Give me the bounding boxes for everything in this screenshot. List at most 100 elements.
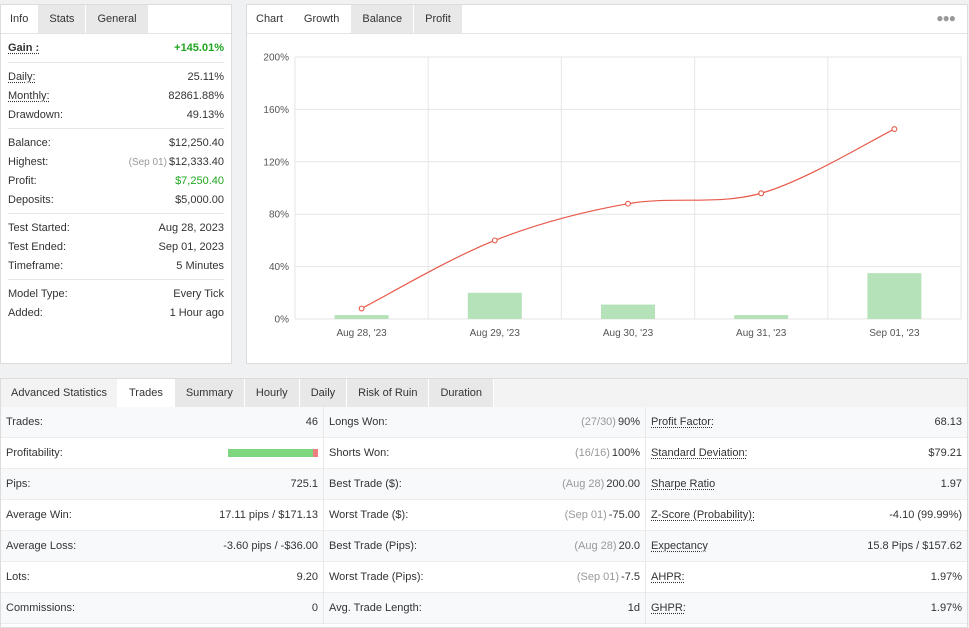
- average-loss-value: -3.60 pips / -$36.00: [223, 540, 318, 552]
- deposits-value: $5,000.00: [175, 193, 224, 206]
- growth-chart: 0% 40% 80% 120% 160% 200% Aug 28, '23 Aug 29, '…: [263, 53, 962, 339]
- drawdown-label: Drawdown:: [8, 108, 64, 121]
- daily-label[interactable]: Daily:: [8, 70, 36, 83]
- longs-won-label: Longs Won:: [329, 416, 388, 428]
- average-loss-label: Average Loss:: [6, 540, 77, 552]
- y-tick-label: 80%: [269, 210, 289, 221]
- growth-line: [361, 128, 895, 310]
- pips-row: Pips: 725.1: [1, 469, 323, 500]
- profitability-row: Profitability:: [1, 438, 323, 469]
- balance-label: Balance:: [8, 136, 51, 149]
- highest-row: Highest: (Sep 01) $12,333.40: [8, 152, 224, 171]
- x-tick-label: Sep 01, '23: [869, 328, 920, 339]
- profit-value: $7,250.40: [175, 174, 224, 187]
- advanced-statistics-panel: Advanced Statistics Trades Summary Hourl…: [0, 378, 968, 628]
- timeframe-row: Timeframe: 5 Minutes: [8, 256, 224, 275]
- more-horizontal-icon[interactable]: ●●●: [936, 11, 956, 25]
- shorts-won-value: 100%: [611, 447, 640, 459]
- expectancy-row: Expectancy 15.8 Pips / $157.62: [646, 531, 967, 562]
- deposits-row: Deposits: $5,000.00: [8, 190, 224, 209]
- standard-deviation-label[interactable]: Standard Deviation:: [651, 447, 748, 459]
- shorts-won-detail: (16/16): [575, 447, 610, 459]
- y-tick-label: 40%: [269, 262, 289, 273]
- tab-risk-of-ruin[interactable]: Risk of Ruin: [347, 379, 430, 407]
- highest-date: (Sep 01): [128, 156, 167, 168]
- y-tick-label: 120%: [263, 157, 289, 168]
- added-row: Added: 1 Hour ago: [8, 303, 224, 322]
- added-value: 1 Hour ago: [169, 306, 224, 319]
- lots-label: Lots:: [6, 571, 30, 583]
- ghpr-label[interactable]: GHPR:: [651, 602, 686, 614]
- x-tick-label: Aug 31, '23: [736, 328, 787, 339]
- sharpe-ratio-row: Sharpe Ratio 1.97: [646, 469, 967, 500]
- tab-trades[interactable]: Trades: [118, 379, 175, 407]
- data-point: [758, 190, 765, 197]
- bar: [467, 292, 522, 319]
- profitability-lost-fill: [312, 449, 318, 457]
- z-score-value: -4.10 (99.99%): [889, 509, 962, 521]
- tab-balance[interactable]: Balance: [351, 5, 415, 33]
- lots-value: 9.20: [296, 571, 318, 583]
- profit-factor-label[interactable]: Profit Factor:: [651, 416, 714, 428]
- tab-duration[interactable]: Duration: [429, 379, 495, 407]
- worst-trade-pips-value: -7.5: [621, 571, 640, 583]
- x-tick-label: Aug 28, '23: [336, 328, 387, 339]
- profitability-label: Profitability:: [6, 447, 63, 459]
- test-ended-label: Test Ended:: [8, 240, 67, 253]
- stats-column-2: Longs Won: (27/30) 90% Shorts Won: (16/16…: [323, 407, 645, 624]
- drawdown-value: 49.13%: [186, 108, 224, 121]
- tab-daily[interactable]: Daily: [299, 379, 348, 407]
- daily-value: 25.11%: [187, 70, 225, 83]
- worst-trade-usd-label: Worst Trade ($):: [329, 509, 409, 521]
- test-ended-value: Sep 01, 2023: [158, 240, 224, 253]
- tab-hourly[interactable]: Hourly: [244, 379, 300, 407]
- info-panel: Info Stats General Gain : +145.01% Daily…: [0, 4, 232, 364]
- balance-row: Balance: $12,250.40: [8, 133, 224, 152]
- highest-value: $12,333.40: [168, 155, 224, 168]
- tab-profit[interactable]: Profit: [414, 5, 463, 33]
- tab-advanced-statistics: Advanced Statistics: [1, 379, 118, 407]
- best-trade-pips-label: Best Trade (Pips):: [329, 540, 418, 552]
- monthly-label[interactable]: Monthly:: [8, 89, 50, 102]
- data-point: [358, 305, 365, 312]
- tab-info[interactable]: Info: [1, 5, 39, 33]
- pips-value: 725.1: [290, 478, 318, 490]
- test-started-row: Test Started: Aug 28, 2023: [8, 218, 224, 237]
- standard-deviation-value: $79.21: [928, 447, 962, 459]
- tab-chart[interactable]: Chart: [247, 5, 293, 33]
- avg-trade-length-label: Avg. Trade Length:: [329, 602, 422, 614]
- best-trade-usd-value-wrap: (Aug 28) 200.00: [562, 478, 640, 490]
- sharpe-ratio-label[interactable]: Sharpe Ratio: [651, 478, 716, 490]
- gain-value: +145.01%: [174, 42, 224, 54]
- highest-value-wrap: (Sep 01) $12,333.40: [129, 156, 224, 168]
- ahpr-label[interactable]: AHPR:: [651, 571, 685, 583]
- tab-general[interactable]: General: [86, 5, 149, 33]
- ahpr-value: 1.97%: [930, 571, 962, 583]
- x-tick-label: Aug 30, '23: [603, 328, 654, 339]
- data-point: [491, 237, 498, 244]
- tab-summary[interactable]: Summary: [174, 379, 245, 407]
- longs-won-row: Longs Won: (27/30) 90%: [324, 407, 645, 438]
- shorts-won-row: Shorts Won: (16/16) 100%: [324, 438, 645, 469]
- trades-value: 46: [305, 416, 318, 428]
- gain-label[interactable]: Gain :: [8, 42, 40, 54]
- stats-column-3: Profit Factor: 68.13 Standard Deviation:…: [645, 407, 967, 624]
- data-point: [891, 126, 898, 133]
- y-tick-label: 160%: [263, 105, 289, 116]
- tab-stats[interactable]: Stats: [38, 5, 87, 33]
- z-score-label[interactable]: Z-Score (Probability):: [651, 509, 755, 521]
- best-trade-pips-row: Best Trade (Pips): (Aug 28) 20.0: [324, 531, 645, 562]
- profit-factor-value: 68.13: [934, 416, 962, 428]
- commissions-label: Commissions:: [6, 602, 76, 614]
- worst-trade-pips-row: Worst Trade (Pips): (Sep 01) -7.5: [324, 562, 645, 593]
- deposits-label: Deposits:: [8, 193, 54, 206]
- expectancy-label[interactable]: Expectancy: [651, 540, 708, 552]
- average-win-row: Average Win: 17.11 pips / $171.13: [1, 500, 323, 531]
- advanced-tabs: Advanced Statistics Trades Summary Hourl…: [1, 379, 967, 407]
- tab-growth[interactable]: Growth: [292, 5, 352, 33]
- test-started-label: Test Started:: [8, 221, 70, 234]
- bar: [334, 315, 389, 319]
- avg-trade-length-row: Avg. Trade Length: 1d: [324, 593, 645, 624]
- profit-row: Profit: $7,250.40: [8, 171, 224, 190]
- trades-row: Trades: 46: [1, 407, 323, 438]
